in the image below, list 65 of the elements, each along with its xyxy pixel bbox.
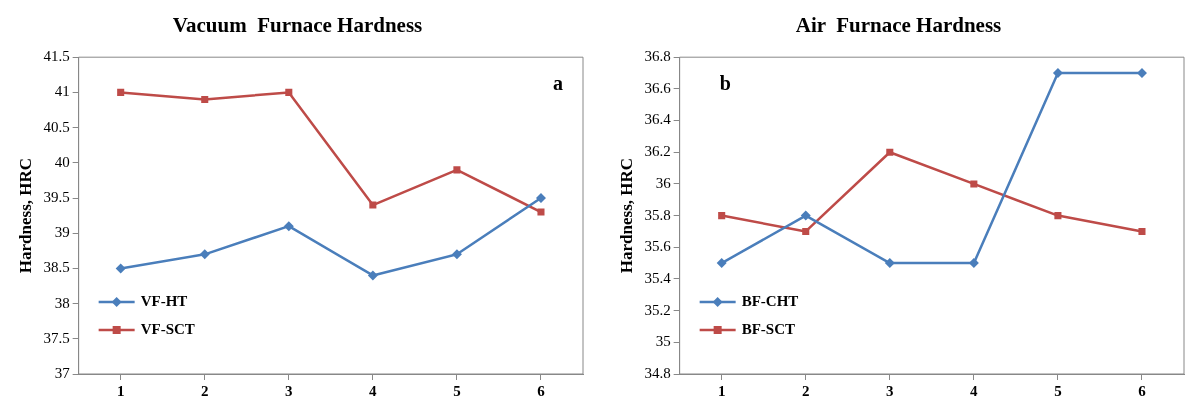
x-tick-label: 4 <box>970 382 979 399</box>
point <box>115 263 126 274</box>
x-tick-label: 2 <box>801 382 810 399</box>
y-tick-label: 35 <box>655 333 671 350</box>
point <box>716 258 727 269</box>
annotation: a <box>553 72 563 95</box>
point <box>453 166 461 174</box>
y-tick-label: 35.6 <box>644 238 672 255</box>
point <box>1138 227 1146 235</box>
y-axis-title: Hardness, HRC <box>15 157 35 274</box>
y-tick-label: 37.5 <box>43 329 70 346</box>
y-tick-label: 39 <box>54 224 70 241</box>
x-tick-label: 5 <box>1054 382 1062 399</box>
y-tick-label: 36.2 <box>644 143 671 160</box>
y-tick-label: 38.5 <box>43 259 70 276</box>
y-tick-label: 36.8 <box>644 48 671 65</box>
legend-label: BF-CHT <box>741 292 799 309</box>
y-tick-label: 40 <box>54 153 70 170</box>
y-tick-label: 36.4 <box>644 111 672 128</box>
y-tick-label: 40.5 <box>43 118 70 135</box>
x-tick-label: 4 <box>369 382 378 399</box>
point <box>369 201 377 209</box>
y-tick-label: 36.6 <box>644 79 672 96</box>
y-tick-label: 34.8 <box>644 364 671 381</box>
y-tick-label: 41.5 <box>43 48 70 65</box>
point <box>199 249 210 260</box>
point <box>800 210 811 221</box>
point <box>718 212 726 220</box>
y-tick-label: 39.5 <box>43 188 70 205</box>
x-tick-label: 6 <box>537 382 546 399</box>
legend-label: BF-SCT <box>741 320 795 337</box>
legend-label: VF-SCT <box>140 320 195 337</box>
chart-title: Vacuum Furnace Hardness <box>172 13 423 38</box>
y-tick-label: 41 <box>54 83 70 100</box>
point <box>970 180 978 188</box>
point <box>451 249 462 260</box>
y-tick-label: 35.2 <box>644 301 671 318</box>
point <box>537 208 545 216</box>
point <box>535 193 546 203</box>
x-tick-label: 3 <box>886 382 894 399</box>
x-tick-label: 2 <box>200 382 209 399</box>
point <box>283 221 294 232</box>
point <box>884 258 895 269</box>
y-tick-label: 35.8 <box>644 206 671 223</box>
legend-label: VF-HT <box>140 292 188 309</box>
y-tick-label: 37 <box>54 364 71 381</box>
x-tick-label: 1 <box>717 382 726 399</box>
y-axis-title: Hardness, HRC <box>616 157 636 274</box>
point <box>285 88 293 96</box>
point <box>1052 68 1063 79</box>
annotation: b <box>719 72 731 95</box>
point <box>117 88 125 96</box>
point <box>802 227 810 235</box>
chart-title: Air Furnace Hardness <box>795 13 1002 38</box>
y-tick-label: 36 <box>655 174 672 191</box>
x-tick-label: 1 <box>116 382 125 399</box>
point <box>1054 212 1062 220</box>
x-tick-label: 6 <box>1138 382 1147 399</box>
x-tick-label: 3 <box>285 382 293 399</box>
y-tick-label: 35.4 <box>644 269 672 286</box>
x-tick-label: 5 <box>453 382 461 399</box>
point <box>367 270 378 281</box>
y-tick-label: 38 <box>54 294 70 311</box>
point <box>886 148 894 156</box>
point <box>201 95 209 103</box>
